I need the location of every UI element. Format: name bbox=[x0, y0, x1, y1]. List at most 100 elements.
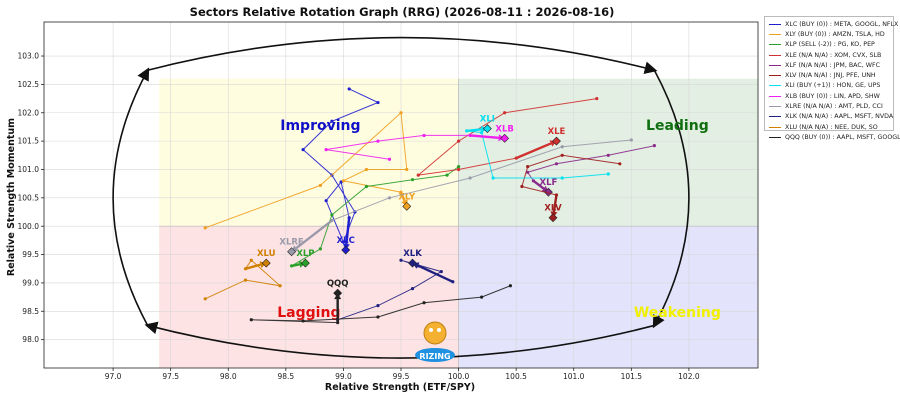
legend-swatch bbox=[769, 126, 781, 128]
legend-label: XLE (N/A N/A) : XOM, CVX, SLB bbox=[785, 51, 882, 59]
legend-label: XLV (N/A N/A) : JNJ, PFE, UNH bbox=[785, 72, 876, 80]
series-arrow-shaft bbox=[245, 263, 261, 270]
series-point bbox=[560, 153, 564, 157]
series-arrow-shaft bbox=[466, 128, 482, 133]
series-point bbox=[422, 301, 426, 305]
quadrant-weakening bbox=[458, 226, 758, 368]
series-label: XLV bbox=[544, 204, 562, 214]
series-point bbox=[341, 179, 346, 183]
legend-label: XLK (N/A N/A) : AAPL, MSFT, NVDA bbox=[785, 113, 894, 121]
quadrant-lagging bbox=[159, 226, 459, 368]
series-point bbox=[376, 315, 380, 319]
series-arrow-shaft bbox=[399, 191, 406, 202]
legend-swatch bbox=[769, 116, 781, 118]
series-label: XLRE bbox=[279, 238, 304, 248]
legend-item-xly: XLY (BUY (0)) : AMZN, TSLA, HD bbox=[769, 29, 889, 39]
series-point bbox=[203, 297, 207, 301]
legend-label: XLB (BUY (0)) : LIN, APD, SHW bbox=[785, 92, 880, 100]
legend-swatch bbox=[769, 95, 781, 97]
series-last-point bbox=[287, 247, 297, 257]
watermark-text: RIZING bbox=[419, 352, 450, 361]
series-xlf: XLF bbox=[526, 144, 656, 197]
series-point bbox=[560, 145, 564, 149]
legend-label: XLP (SELL (-2)) : PG, KO, PEP bbox=[785, 41, 875, 49]
series-arrow-shaft bbox=[345, 217, 351, 245]
series-point bbox=[203, 226, 207, 230]
series-point bbox=[508, 284, 513, 288]
series-line bbox=[291, 166, 459, 267]
series-label: XLF bbox=[540, 178, 558, 188]
x-tick-label: 102.0 bbox=[678, 372, 700, 381]
x-tick-label: 100.0 bbox=[448, 372, 470, 381]
series-point bbox=[330, 213, 334, 217]
series-qqq: QQQ bbox=[249, 279, 513, 325]
quadrant-layer bbox=[159, 78, 758, 368]
series-label: XLY bbox=[398, 192, 416, 202]
series-point bbox=[468, 176, 472, 180]
legend-item-xlb: XLB (BUY (0)) : LIN, APD, SHW bbox=[769, 91, 889, 101]
y-tick-label: 101.5 bbox=[18, 137, 40, 146]
legend-item-xlk: XLK (N/A N/A) : AAPL, MSFT, NVDA bbox=[769, 112, 893, 122]
legend-item-xle: XLE (N/A N/A) : XOM, CVX, SLB bbox=[769, 50, 889, 60]
y-tick-label: 99.5 bbox=[22, 250, 39, 259]
x-tick-label: 101.5 bbox=[621, 372, 643, 381]
series-point bbox=[318, 247, 322, 251]
grid-layer bbox=[44, 22, 758, 374]
series-point bbox=[456, 165, 461, 169]
legend-label: XLY (BUY (0)) : AMZN, TSLA, HD bbox=[785, 30, 885, 38]
legend-label: XLU (N/A N/A) : NEE, DUK, SO bbox=[785, 123, 878, 131]
legend-swatch bbox=[769, 64, 781, 66]
series-point bbox=[503, 111, 507, 115]
legend-swatch bbox=[769, 23, 781, 25]
x-axis-label: Relative Strength (ETF/SPY) bbox=[325, 382, 475, 393]
quadrant-leading bbox=[458, 78, 758, 227]
series-last-point bbox=[333, 288, 343, 298]
series-point bbox=[491, 176, 495, 180]
series-last-point bbox=[548, 213, 558, 223]
y-axis-label: Relative Strength Momentum bbox=[6, 118, 17, 276]
series-point bbox=[422, 133, 426, 138]
series-label: XLB bbox=[495, 124, 513, 134]
legend-swatch bbox=[769, 136, 781, 138]
series-point bbox=[526, 165, 530, 169]
series-point bbox=[387, 196, 392, 200]
series-point bbox=[456, 167, 461, 172]
series-arrow-shaft bbox=[417, 264, 454, 283]
legend-label: XLI (BUY (+1)) : HON, GE, UPS bbox=[785, 82, 881, 90]
legend-swatch bbox=[769, 54, 781, 56]
series-point bbox=[652, 144, 656, 148]
series-point bbox=[416, 173, 420, 177]
series-xlb: XLB bbox=[324, 124, 514, 161]
series-arrow-shaft bbox=[469, 134, 499, 139]
series-label: XLP bbox=[296, 249, 314, 259]
series-point bbox=[520, 184, 524, 189]
quadrant-label-lagging: Lagging bbox=[277, 305, 340, 321]
y-tick-label: 102.0 bbox=[18, 108, 40, 117]
x-tick-label: 98.5 bbox=[277, 372, 294, 381]
legend-swatch bbox=[769, 33, 781, 35]
series-xlp: XLP bbox=[289, 165, 461, 268]
series-point bbox=[606, 172, 610, 176]
cycle-arrow-3 bbox=[112, 67, 150, 326]
series-label: XLU bbox=[257, 249, 276, 259]
series-label: QQQ bbox=[327, 279, 349, 289]
series-point bbox=[405, 167, 409, 172]
legend-swatch bbox=[769, 85, 781, 87]
x-tick-label: 100.5 bbox=[505, 372, 527, 381]
x-tick-label: 97.0 bbox=[105, 372, 122, 381]
quadrant-label-leading: Leading bbox=[646, 118, 709, 134]
quadrant-improving bbox=[159, 78, 459, 227]
legend-item-xlu: XLU (N/A N/A) : NEE, DUK, SO bbox=[769, 122, 889, 132]
y-tick-label: 103.0 bbox=[18, 52, 40, 61]
cycle-arrow-2 bbox=[144, 321, 655, 359]
y-tick-label: 99.0 bbox=[22, 279, 39, 288]
series-arrow-shaft bbox=[552, 194, 558, 212]
series-point bbox=[243, 278, 248, 282]
quadrant-label-weakening: Weakening bbox=[634, 305, 721, 321]
series-xli: XLI bbox=[465, 115, 610, 180]
series-point bbox=[410, 178, 415, 182]
series-point bbox=[301, 319, 305, 323]
series-last-point bbox=[402, 201, 412, 211]
